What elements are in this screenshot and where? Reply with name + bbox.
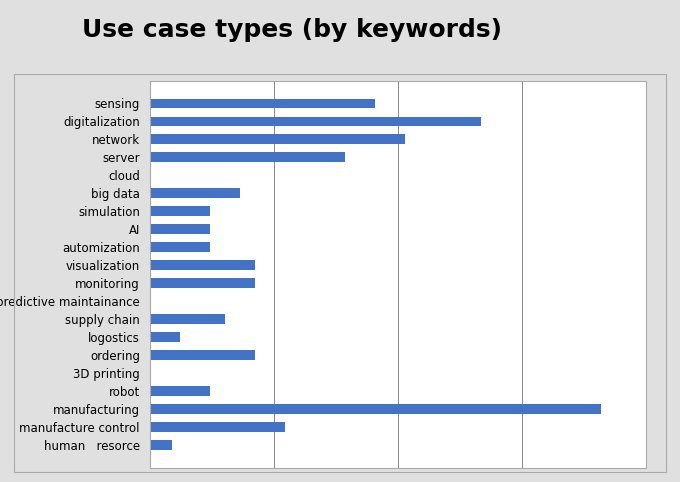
Bar bbox=[150, 260, 255, 270]
Bar bbox=[150, 134, 405, 145]
Bar bbox=[150, 386, 209, 396]
Bar bbox=[150, 332, 180, 342]
Bar bbox=[150, 98, 375, 108]
Bar bbox=[150, 314, 225, 324]
Bar bbox=[150, 242, 209, 252]
Bar bbox=[150, 350, 255, 360]
Text: Use case types (by keywords): Use case types (by keywords) bbox=[82, 18, 502, 42]
Bar bbox=[150, 404, 601, 414]
Bar bbox=[150, 440, 172, 450]
Bar bbox=[150, 206, 209, 216]
Bar bbox=[150, 152, 345, 162]
Bar bbox=[150, 225, 209, 234]
Bar bbox=[150, 188, 240, 198]
Bar bbox=[150, 278, 255, 288]
Bar bbox=[150, 422, 285, 432]
Bar bbox=[150, 117, 481, 126]
